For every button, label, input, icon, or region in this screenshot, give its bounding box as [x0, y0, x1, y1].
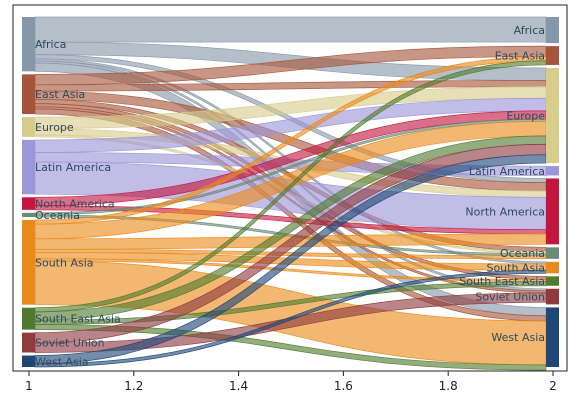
target-node-soviet-union [546, 288, 559, 305]
target-node-north-america [546, 178, 559, 245]
target-node-oceania [546, 247, 559, 259]
source-label-europe: Europe [35, 121, 74, 134]
source-node-north-america [22, 197, 35, 210]
target-node-europe [546, 67, 559, 164]
source-label-east-asia: East Asia [35, 88, 85, 101]
target-label-soviet-union: Soviet Union [475, 291, 545, 304]
labels-layer: Africa East Asia Europe Latin America North … [35, 24, 545, 368]
target-label-south-east-asia: South East Asia [459, 275, 545, 288]
source-node-latin-america [22, 139, 35, 195]
source-node-oceania [22, 212, 35, 218]
source-label-africa: Africa [35, 38, 66, 51]
target-node-south-east-asia [546, 276, 559, 286]
nodes-layer [22, 17, 559, 367]
source-node-south-asia [22, 220, 35, 305]
target-label-north-america: North America [465, 205, 545, 218]
source-label-south-asia: South Asia [35, 256, 94, 269]
source-node-south-east-asia [22, 307, 35, 330]
flow-africa-to-africa [34, 16, 547, 43]
source-node-east-asia [22, 74, 35, 115]
source-label-west-asia: West Asia [35, 355, 89, 368]
x-tick-label-1-4: 1.4 [229, 379, 248, 393]
target-node-africa [546, 17, 559, 44]
target-label-oceania: Oceania [500, 247, 545, 260]
target-node-east-asia [546, 46, 559, 65]
target-label-east-asia: East Asia [495, 50, 545, 63]
target-node-west-asia [546, 307, 559, 367]
x-axis: 1 1.2 1.4 1.6 1.8 2 [25, 371, 557, 393]
target-label-latin-america: Latin America [469, 165, 545, 178]
target-label-europe: Europe [506, 110, 545, 123]
x-tick-label-1-8: 1.8 [439, 379, 458, 393]
source-label-latin-america: Latin America [35, 161, 111, 174]
source-label-soviet-union: Soviet Union [35, 337, 105, 350]
x-tick-label-1-6: 1.6 [334, 379, 353, 393]
source-label-south-east-asia: South East Asia [35, 313, 121, 326]
target-label-south-asia: South Asia [486, 262, 545, 275]
source-node-soviet-union [22, 332, 35, 353]
target-node-south-asia [546, 261, 559, 274]
source-label-north-america: North America [35, 198, 115, 211]
x-tick-label-2: 2 [549, 379, 557, 393]
source-label-oceania: Oceania [35, 209, 80, 222]
flows-layer [34, 16, 547, 371]
x-tick-label-1: 1 [25, 379, 33, 393]
source-node-europe [22, 117, 35, 137]
target-label-africa: Africa [514, 24, 545, 37]
target-label-west-asia: West Asia [491, 331, 545, 344]
source-node-west-asia [22, 355, 35, 367]
x-tick-label-1-2: 1.2 [124, 379, 143, 393]
source-node-africa [22, 17, 35, 72]
target-node-latin-america [546, 166, 559, 176]
flow-south-asia-to-oceania [34, 248, 547, 260]
